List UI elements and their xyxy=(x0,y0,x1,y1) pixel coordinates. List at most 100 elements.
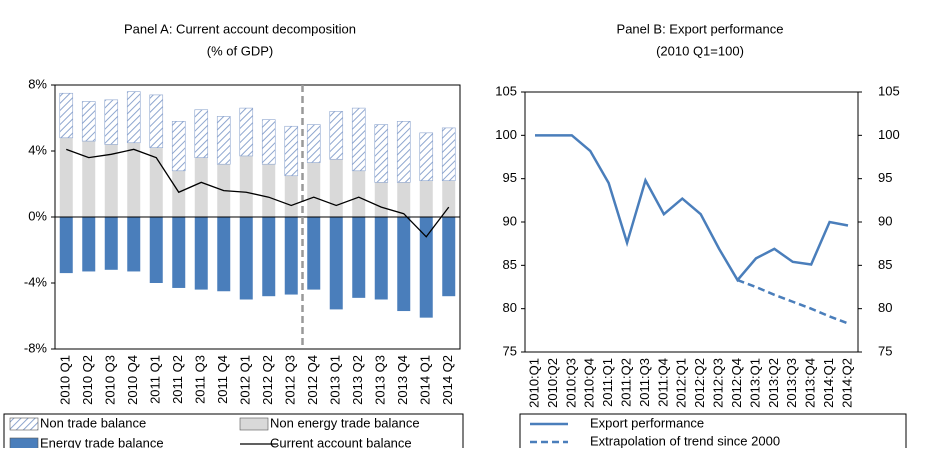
y-tick-label: 4% xyxy=(28,142,47,157)
x-tick-label: 2013 Q1 xyxy=(328,355,343,405)
bar-segment xyxy=(306,124,321,163)
bar-segment xyxy=(82,141,96,217)
bar-segment xyxy=(419,132,434,182)
x-tick-label: 2011 Q4 xyxy=(215,355,230,404)
bar-segment xyxy=(442,180,456,217)
y2-tick-label: 75 xyxy=(878,343,892,358)
bar-segment xyxy=(81,101,96,142)
y-tick-label: 8% xyxy=(28,76,47,91)
bar-segment xyxy=(396,121,411,183)
y2-tick-label: 80 xyxy=(878,300,892,315)
bar-segment xyxy=(284,175,298,217)
legend-label: Energy trade balance xyxy=(40,435,164,448)
bar-segment xyxy=(194,157,208,217)
bar-segment xyxy=(172,217,186,288)
bar-segment xyxy=(127,217,141,272)
legend-label: Export performance xyxy=(590,415,704,430)
bar-segment xyxy=(172,170,186,217)
x-tick-label: 2012 Q3 xyxy=(283,355,298,405)
x-tick-label: 2011:Q1 xyxy=(600,358,615,407)
bar-segment xyxy=(262,164,276,217)
bar-segment xyxy=(329,159,343,217)
bar-segment xyxy=(239,217,253,300)
bar-segment xyxy=(149,94,164,149)
x-tick-label: 2012 Q1 xyxy=(238,355,253,405)
y-tick-label: 100 xyxy=(495,127,517,142)
data-line xyxy=(66,148,450,238)
bar-segment xyxy=(59,217,73,274)
bar-segment xyxy=(284,125,299,177)
bar-segment xyxy=(397,182,411,217)
legend-label: Extrapolation of trend since 2000 xyxy=(590,433,780,448)
y-tick-label: -4% xyxy=(24,274,48,289)
bar-segment xyxy=(59,92,74,139)
bar-segment xyxy=(374,217,388,300)
bar-segment xyxy=(239,107,254,157)
x-tick-label: 2010 Q4 xyxy=(125,355,140,405)
bar-segment xyxy=(374,182,388,217)
bar-segment xyxy=(59,137,73,217)
x-tick-label: 2014 Q1 xyxy=(418,355,433,405)
bar-segment xyxy=(419,180,433,217)
bar-segment xyxy=(127,142,141,217)
plot-frame xyxy=(524,91,859,353)
y2-tick-label: 90 xyxy=(878,213,892,228)
bar-segment xyxy=(442,217,456,297)
bar-segment xyxy=(374,124,389,183)
x-tick-label: 2011:Q4 xyxy=(655,358,670,407)
bar-segment xyxy=(329,217,343,310)
bar-segment xyxy=(351,107,366,172)
y-tick-label: 0% xyxy=(28,208,47,223)
x-tick-label: 2011 Q2 xyxy=(170,355,185,404)
x-tick-label: 2013:Q1 xyxy=(747,358,762,408)
bar-segment xyxy=(261,119,276,165)
bar-segment xyxy=(149,217,163,283)
chart-title: Panel A: Current account decomposition xyxy=(124,21,356,36)
bar-segment xyxy=(126,91,141,144)
y-tick-label: 95 xyxy=(503,170,517,185)
x-tick-label: 2013 Q3 xyxy=(373,355,388,405)
bar-segment xyxy=(149,147,163,217)
bar-segment xyxy=(194,109,209,158)
bar-segment xyxy=(82,217,96,272)
bar-segment xyxy=(104,99,119,145)
y-tick-label: -8% xyxy=(24,340,48,355)
legend-swatch xyxy=(9,417,39,431)
y2-tick-label: 100 xyxy=(878,127,900,142)
bar-segment xyxy=(262,217,276,297)
x-tick-label: 2013:Q3 xyxy=(784,358,799,408)
bar-segment xyxy=(216,116,231,165)
bar-segment xyxy=(239,155,253,217)
bar-segment xyxy=(307,217,321,290)
y2-tick-label: 85 xyxy=(878,257,892,272)
x-tick-label: 2014 Q2 xyxy=(440,355,455,405)
bar-segment xyxy=(194,217,208,290)
x-tick-label: 2010:Q2 xyxy=(545,358,560,408)
chart-subtitle: (% of GDP) xyxy=(207,43,273,58)
chart-subtitle: (2010 Q1=100) xyxy=(656,43,744,58)
bar-segment xyxy=(217,217,231,292)
chart-title: Panel B: Export performance xyxy=(617,21,784,36)
x-tick-label: 2014:Q2 xyxy=(839,358,854,408)
bar-segment xyxy=(104,217,118,270)
x-tick-label: 2011:Q3 xyxy=(637,358,652,407)
bar-segment xyxy=(352,170,366,217)
x-tick-label: 2013:Q2 xyxy=(766,358,781,408)
x-tick-label: 2011:Q2 xyxy=(618,358,633,407)
bar-segment xyxy=(307,162,321,217)
bar-segment xyxy=(104,144,118,217)
legend-box xyxy=(519,413,907,453)
x-tick-label: 2010 Q3 xyxy=(103,355,118,405)
bar-segment xyxy=(441,127,456,182)
legend-label: Non energy trade balance xyxy=(270,415,420,430)
bar-segment xyxy=(284,217,298,295)
x-tick-label: 2010:Q1 xyxy=(526,358,541,408)
legend-label: Non trade balance xyxy=(40,415,146,430)
x-tick-label: 2010:Q3 xyxy=(563,358,578,408)
y-tick-label: 85 xyxy=(503,257,517,272)
x-tick-label: 2012:Q4 xyxy=(729,358,744,408)
x-tick-label: 2010 Q1 xyxy=(58,355,73,405)
y2-tick-label: 95 xyxy=(878,170,892,185)
y-tick-label: 105 xyxy=(495,83,517,98)
